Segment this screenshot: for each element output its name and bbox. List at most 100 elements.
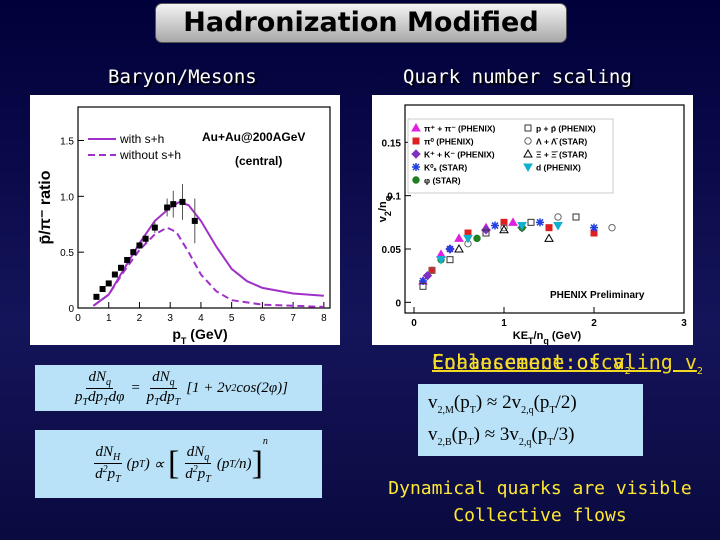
legend-label: p + p̄ (PHENIX) (536, 124, 596, 134)
equation-text: 2 (696, 366, 703, 377)
x-axis-label-part: T (528, 336, 534, 345)
equation-text: p (146, 388, 155, 405)
data-point (136, 242, 143, 249)
data-point (545, 224, 553, 232)
y-axis-label-part: q (383, 196, 393, 202)
x-tick-label: 0 (411, 318, 417, 329)
y-tick-label: 0 (395, 298, 401, 309)
data-point (419, 282, 427, 290)
equation-text: T (229, 458, 235, 470)
data-point (99, 286, 106, 293)
legend-box (407, 118, 614, 194)
data-point (536, 218, 544, 227)
equation-text: T (115, 473, 121, 485)
x-tick-label: 2 (137, 313, 143, 324)
data-point (491, 221, 499, 230)
equation-text: 2 (192, 463, 198, 475)
x-axis-label-part: (GeV) (186, 326, 227, 342)
equation-text: 2 (624, 366, 631, 377)
equation-text: T (467, 436, 474, 448)
equation-text: T (139, 458, 145, 470)
equation-text: (p (453, 392, 470, 414)
data-point (446, 245, 454, 253)
legend-label: φ (STAR) (424, 176, 461, 186)
equation-text: d (95, 465, 103, 482)
legend-label: π⁰ (PHENIX) (424, 137, 474, 147)
equation-text: dN (95, 443, 114, 460)
data-point (191, 217, 198, 224)
x-tick-label: 0 (75, 313, 81, 324)
x-axis-label-part: /n (534, 330, 544, 342)
legend-marker (412, 163, 420, 171)
equation-text: [1 + 2v (186, 379, 232, 396)
equation-text: /3) (553, 424, 575, 445)
x-tick-label: 7 (290, 313, 296, 324)
y-axis-label: v2/nq (377, 196, 393, 222)
y-tick-label: 0 (68, 304, 74, 315)
data-point (118, 264, 125, 271)
equation-text: q (169, 376, 175, 388)
equation-text: T (174, 396, 181, 408)
overlay-coalescence: Coalescence: scaling v2 (432, 350, 703, 377)
data-point (124, 256, 131, 263)
legend-label: Λ + Λ̄ (STAR) (536, 137, 587, 147)
equation-text: 2 (231, 382, 237, 394)
curve (92, 200, 324, 307)
equation-text: cos(2φ)] (236, 379, 288, 396)
data-point (179, 198, 186, 205)
data-point (454, 233, 464, 242)
data-point (508, 217, 518, 226)
legend-marker (524, 124, 532, 132)
equation-text: /2) (555, 392, 577, 414)
data-point (93, 293, 100, 300)
equation-text: p (75, 388, 83, 405)
data-point (473, 234, 481, 243)
x-axis-label: pT (GeV) (172, 326, 227, 345)
equation-text: Enhancement of v (432, 350, 625, 374)
equation-text: H (113, 451, 121, 463)
data-point (517, 222, 527, 231)
equation-text: v (428, 424, 438, 445)
data-point (164, 204, 171, 211)
y-axis-label-part: /n (377, 201, 389, 211)
legend-label: with s+h (119, 132, 164, 146)
equation-text: (p (533, 392, 550, 414)
data-point (590, 223, 598, 232)
data-point (463, 234, 473, 244)
legend-label: K⁺ + K⁻ (PHENIX) (424, 150, 495, 160)
equation-text: ) (473, 424, 480, 445)
equation-text: ≈ 2v (486, 392, 522, 414)
x-tick-label: 4 (198, 313, 204, 324)
equation-text: 2,B (437, 436, 452, 448)
equation-hadron: dNH d2pT (p T) ∝ [ dNq d2pT (p T/n) ] n (35, 430, 322, 498)
equation-text: (p (451, 424, 468, 445)
data-point (527, 218, 535, 226)
equation-text: dφ (108, 388, 125, 405)
data-point (553, 222, 563, 231)
equation-text: T (549, 405, 556, 416)
data-point (544, 233, 554, 242)
x-axis-label-part: T (181, 336, 187, 345)
slide-title: Hadronization Modified (155, 3, 567, 43)
x-tick-label: 1 (106, 313, 112, 324)
x-tick-label: 5 (229, 313, 235, 324)
equation-text: n (262, 436, 268, 447)
equation-text: (p (126, 455, 140, 472)
left-plot: 0 1 2 3 4 5 6 7 8 0 0.5 1.0 1.5 p̄/π⁻ ratio pT (GeV) Au… (30, 95, 340, 345)
bottom-line: Collective flows (453, 505, 627, 526)
equation-text: q (204, 451, 210, 463)
data-point (422, 270, 433, 281)
equation-text: Coalescence: scaling v (432, 350, 697, 374)
equation-text: T (82, 396, 89, 408)
equation-text: ∝ (153, 456, 165, 473)
data-point (500, 223, 508, 232)
equation-text: 2,q (521, 405, 534, 416)
x-tick-label: 3 (681, 318, 687, 329)
legend-marker (524, 137, 532, 145)
x-axis-label-part: KE (513, 330, 528, 342)
equation-text: T (154, 396, 160, 408)
data-point (446, 256, 454, 264)
annotation: (central) (235, 154, 282, 168)
x-tick-label: 3 (167, 313, 173, 324)
